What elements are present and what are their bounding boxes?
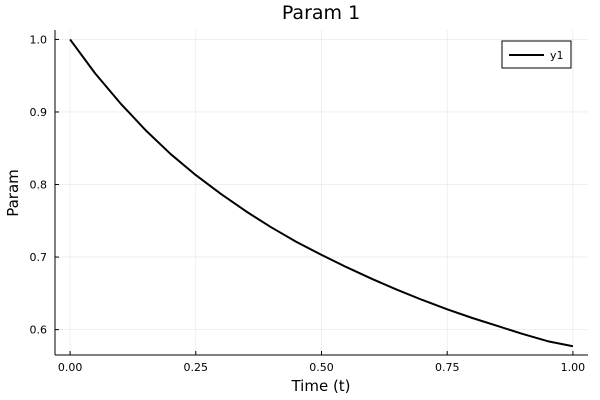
x-tick-label: 0.00 [58,361,83,374]
series-lines [69,38,574,348]
x-tick-label: 1.00 [561,361,586,374]
x-tick-label: 0.50 [309,361,334,374]
y-tick-label: 0.8 [30,179,48,192]
legend-label-y1: y1 [550,49,564,62]
x-tick-label: 0.25 [184,361,209,374]
chart-title: Param 1 [282,2,360,24]
y-axis-label: Param [4,169,22,217]
y-tick-label: 0.6 [30,324,48,337]
x-tick-label: 0.75 [435,361,460,374]
legend: y1 [501,40,572,69]
x-axis-label: Time (t) [290,377,350,395]
y-tick-label: 0.7 [30,251,48,264]
y-tick-label: 1.0 [30,33,48,46]
ticks: 0.00 0.25 0.50 0.75 1.00 0.6 0.7 0.8 0.9 1.0 [30,33,586,374]
series-line-y1 [69,38,574,348]
y-tick-label: 0.9 [30,106,48,119]
grid-lines [55,30,588,355]
